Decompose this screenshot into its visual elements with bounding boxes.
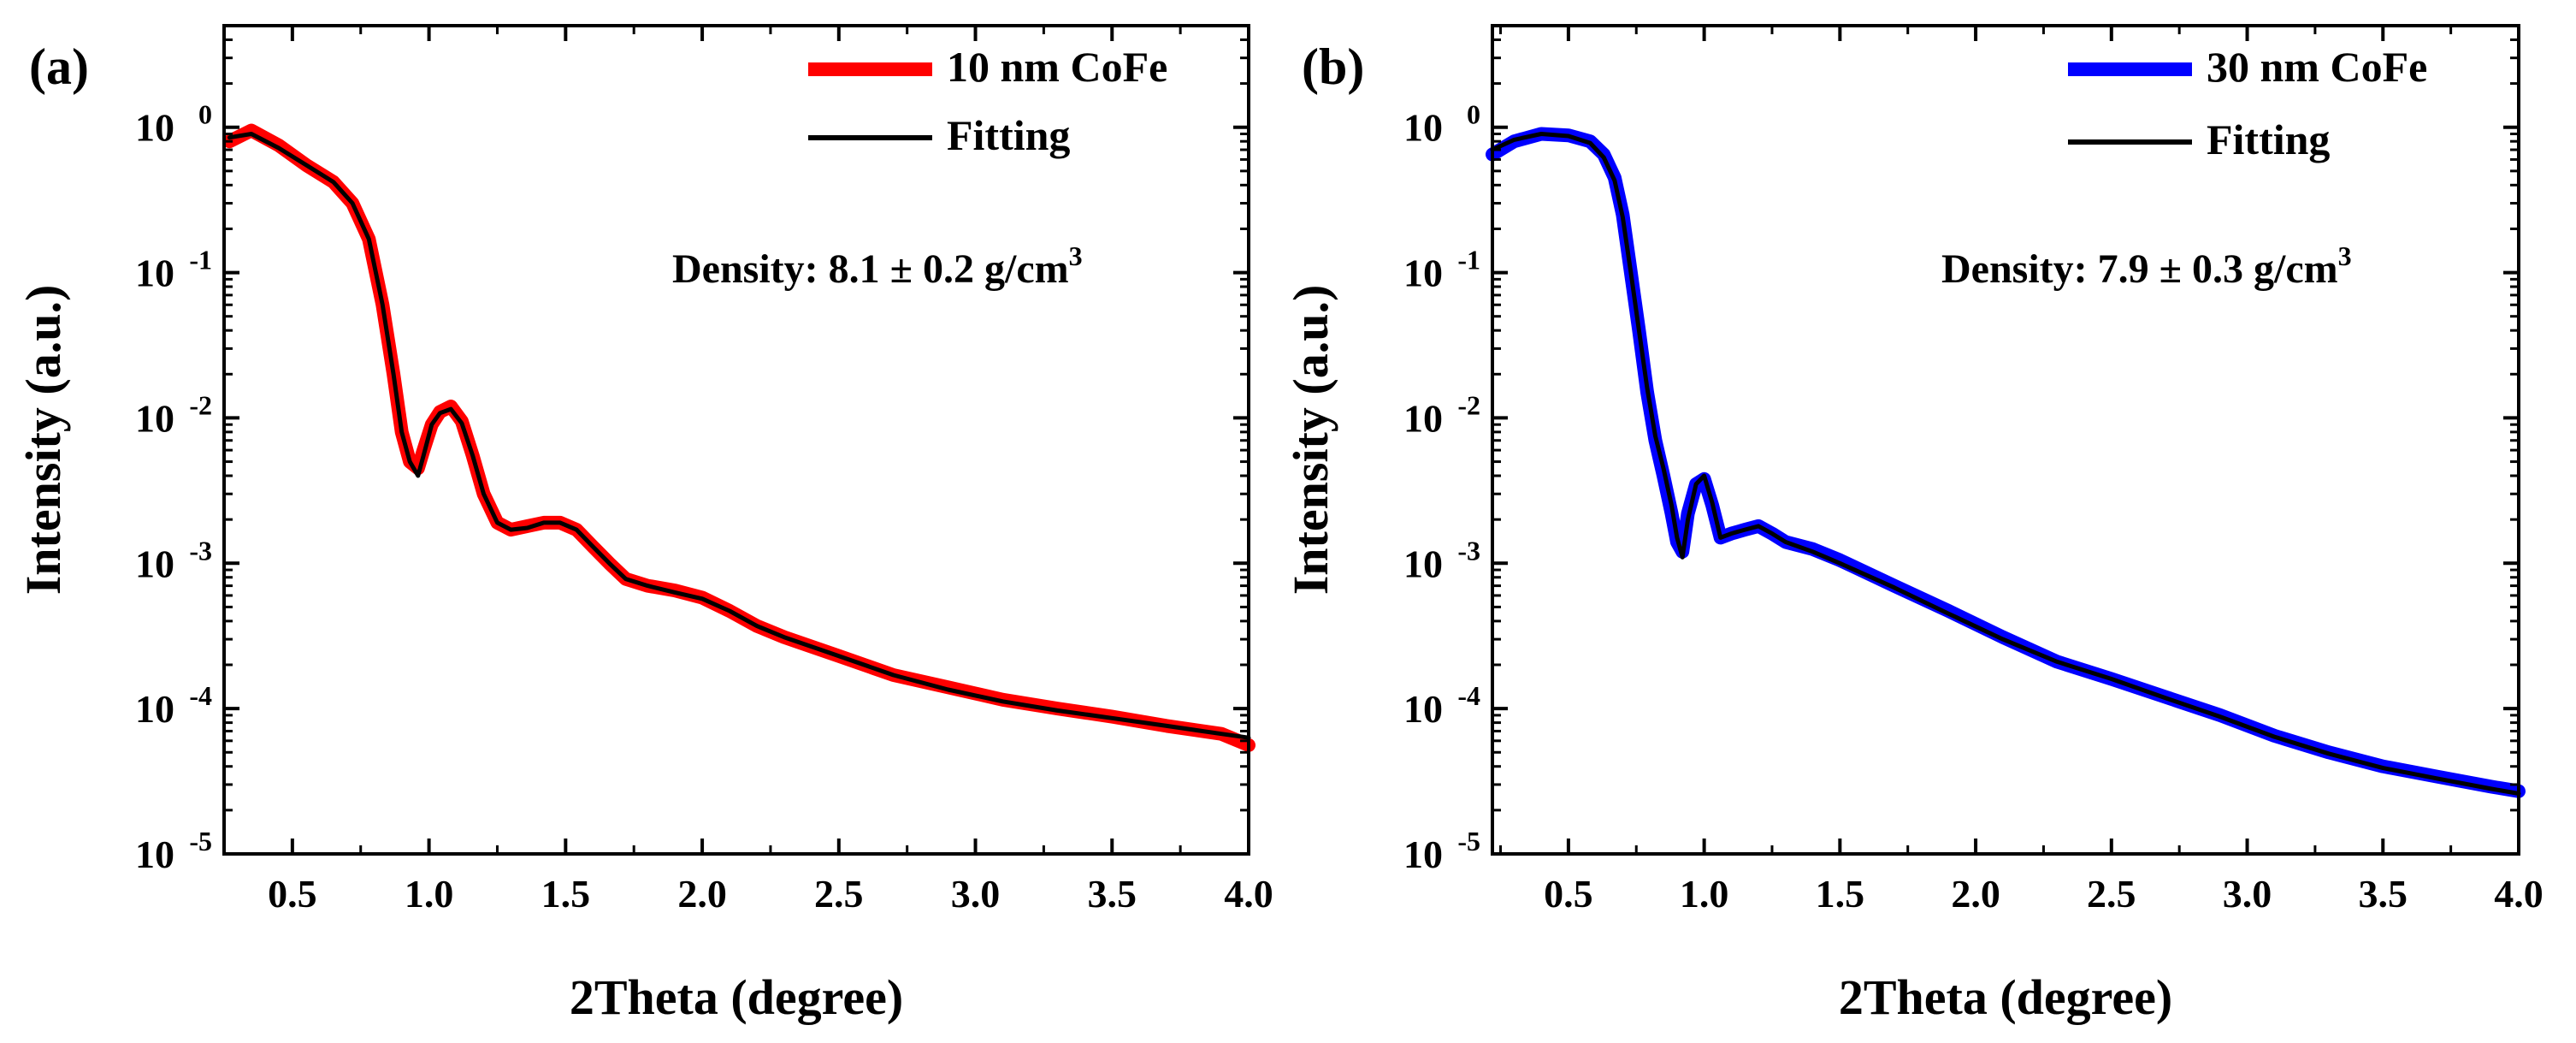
y-tick-exponent: -3 [189,535,212,566]
density-superscript: 3 [1069,240,1083,271]
y-tick-base: 10 [1403,833,1443,876]
y-axis-label: Intensity (a.u.) [1283,285,1338,596]
y-tick-base: 10 [1403,542,1443,585]
density-superscript: 3 [2338,240,2352,271]
y-tick-exponent: -1 [1457,245,1480,276]
x-tick-label: 1.5 [541,872,591,916]
x-tick-label: 4.0 [1224,872,1273,916]
y-tick-base: 10 [1403,252,1443,295]
y-tick-base: 10 [135,687,174,731]
y-tick-exponent: 0 [198,99,212,130]
y-tick-label: 10 [1403,252,1443,295]
y-tick-base: 10 [1403,396,1443,440]
x-tick-label: 2.5 [814,872,864,916]
y-tick-label: 10 [1403,542,1443,585]
x-tick-label: 2.5 [2087,872,2136,916]
y-tick-base: 10 [135,542,174,585]
y-tick-label: 10 [1403,687,1443,731]
series-line-data [222,123,1256,752]
y-tick-base: 10 [1403,687,1443,731]
y-tick-label: 10 [1403,396,1443,440]
x-tick-label: 2.0 [677,872,727,916]
plot-frame [1491,24,2520,856]
y-tick-exponent: 0 [1467,99,1480,130]
x-tick-label: 3.0 [951,872,1001,916]
panel-label: (b) [1302,39,1364,95]
x-tick-label: 1.0 [1680,872,1729,916]
y-tick-exponent: -1 [189,245,212,276]
x-tick-label: 0.5 [1544,872,1593,916]
y-tick-base: 10 [135,252,174,295]
x-axis-label: 2Theta (degree) [1839,969,2172,1025]
y-tick-label: 10 [1403,106,1443,150]
legend-label-data: 30 nm CoFe [2207,43,2427,91]
x-tick-label: 3.5 [1088,872,1137,916]
y-axis-label: Intensity (a.u.) [15,285,71,596]
y-tick-exponent: -2 [189,389,212,420]
y-tick-label: 10 [1403,833,1443,876]
density-text: Density: 7.9 ± 0.3 g/cm [1941,246,2338,292]
x-axis-label: 2Theta (degree) [570,969,903,1025]
legend-label-data: 10 nm CoFe [947,43,1167,91]
y-tick-exponent: -5 [189,826,212,856]
y-tick-label: 10 [135,252,174,295]
y-tick-base: 10 [135,396,174,440]
y-tick-exponent: -5 [1457,826,1480,856]
x-tick-label: 3.5 [2359,872,2408,916]
y-tick-base: 10 [135,833,174,876]
legend-label-fitting: Fitting [947,111,1070,159]
x-tick-label: 1.5 [1816,872,1865,916]
y-tick-label: 10 [135,542,174,585]
density-annotation: Density: 7.9 ± 0.3 g/cm3 [1941,240,2352,292]
x-tick-label: 1.0 [405,872,454,916]
y-tick-label: 10 [135,833,174,876]
y-tick-label: 10 [135,106,174,150]
x-tick-label: 0.5 [268,872,317,916]
plot-frame [222,24,1250,856]
y-tick-label: 10 [135,687,174,731]
x-tick-label: 3.0 [2223,872,2272,916]
y-tick-exponent: -4 [1457,680,1480,711]
legend-label-fitting: Fitting [2207,116,2330,163]
density-text: Density: 8.1 ± 0.2 g/cm [672,246,1069,292]
series-line-data [1486,127,2526,798]
y-tick-label: 10 [135,396,174,440]
series-line-fitting [227,132,1251,740]
series-line-fitting [1490,132,2521,796]
y-tick-base: 10 [1403,106,1443,150]
panel-label: (a) [29,39,89,95]
x-tick-label: 2.0 [1951,872,2000,916]
panel-b: 0.5 1.0 1.5 2.0 2.5 3.0 3.5 4.0 10 -5 10 -4 10 -3 10 -2… [1283,24,2544,1025]
panel-a: 0.5 1.0 1.5 2.0 2.5 3.0 3.5 4.0 10 -5 10 -4 10 -3 10 -2… [15,24,1273,1025]
y-tick-exponent: -2 [1457,389,1480,420]
x-tick-label: 4.0 [2494,872,2544,916]
y-tick-exponent: -3 [1457,535,1480,566]
density-annotation: Density: 8.1 ± 0.2 g/cm3 [672,240,1083,292]
y-tick-exponent: -4 [189,680,212,711]
y-tick-base: 10 [135,106,174,150]
